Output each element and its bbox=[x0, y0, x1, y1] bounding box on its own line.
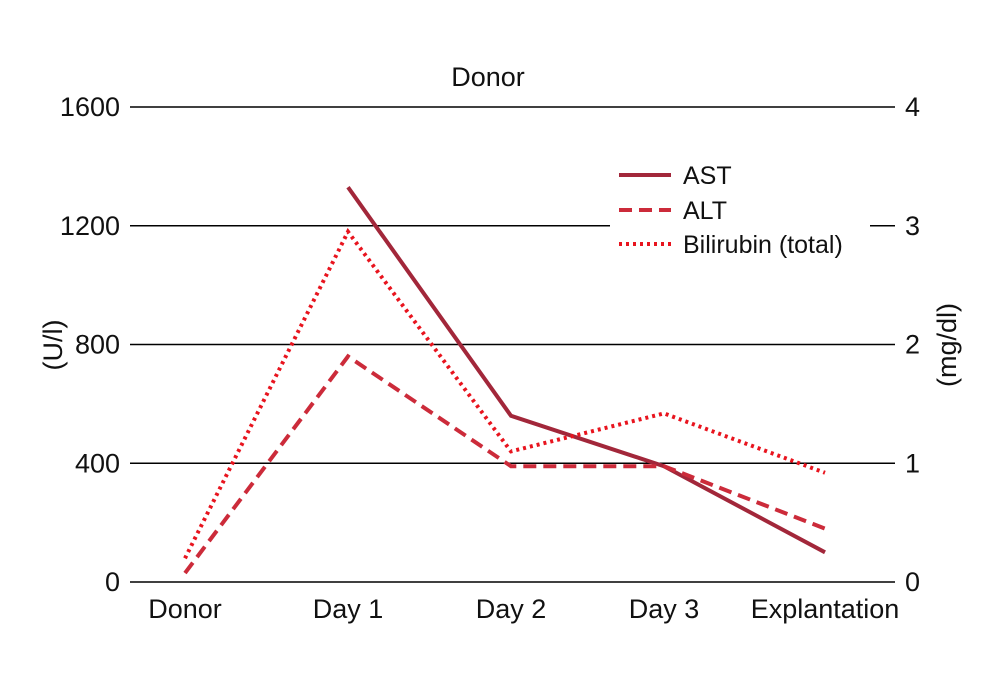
legend-label: ALT bbox=[683, 197, 727, 225]
series-line-alt bbox=[183, 353, 826, 575]
left-tick-label: 1600 bbox=[60, 92, 120, 122]
x-tick-label: Day 2 bbox=[476, 594, 547, 624]
right-tick-label: 1 bbox=[905, 448, 920, 478]
legend: AST ALT Bilirubin (total) bbox=[619, 162, 843, 259]
right-tick-label: 3 bbox=[905, 211, 920, 241]
chart-title: Donor bbox=[451, 62, 525, 92]
left-tick-label: 400 bbox=[75, 448, 120, 478]
x-axis-ticks: Donor Day 1 Day 2 Day 3 Explantation bbox=[148, 594, 899, 624]
series-line-bilirubin-total bbox=[183, 227, 826, 560]
right-tick-label: 4 bbox=[905, 92, 920, 122]
right-axis-label: (mg/dl) bbox=[932, 303, 962, 387]
left-tick-label: 0 bbox=[105, 567, 120, 597]
x-tick-label: Day 1 bbox=[313, 594, 384, 624]
legend-label: AST bbox=[683, 162, 732, 190]
legend-label: Bilirubin (total) bbox=[683, 231, 843, 259]
x-tick-label: Explantation bbox=[751, 594, 900, 624]
x-tick-label: Day 3 bbox=[629, 594, 700, 624]
series-lines bbox=[183, 186, 826, 575]
x-tick-label: Donor bbox=[148, 594, 222, 624]
right-tick-label: 0 bbox=[905, 567, 920, 597]
left-axis-label: (U/l) bbox=[38, 320, 68, 371]
legend-background bbox=[610, 152, 870, 264]
right-axis-ticks: 0 1 2 3 4 bbox=[905, 92, 920, 597]
left-tick-label: 800 bbox=[75, 330, 120, 360]
left-axis-ticks: 0 400 800 1200 1600 bbox=[60, 92, 120, 597]
left-tick-label: 1200 bbox=[60, 211, 120, 241]
right-tick-label: 2 bbox=[905, 330, 920, 360]
series-line-ast bbox=[346, 186, 826, 555]
